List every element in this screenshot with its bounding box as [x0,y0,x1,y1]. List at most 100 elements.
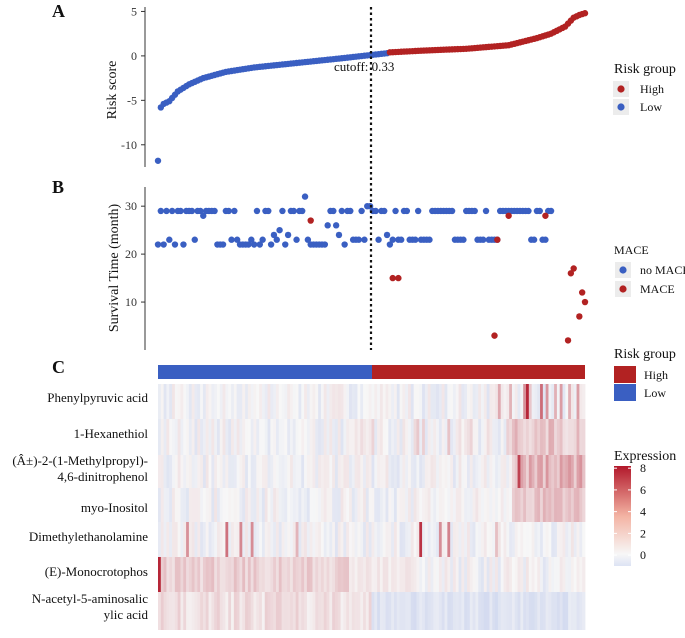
heatmap-cell [556,419,561,455]
heatmap-cell [278,592,283,630]
heatmap-cell [559,592,563,630]
survival-point-no-mace [372,207,379,215]
heatmap-cell [424,384,429,419]
survival-point-no-mace [361,236,368,243]
heatmap-cell [222,384,226,419]
survival-point-no-mace [180,241,187,248]
heatmap-cell [349,419,353,455]
heatmap-cell [486,419,490,455]
heatmap-cell [191,384,195,419]
heatmap-cell [208,557,212,592]
heatmap-cell [565,419,569,455]
heatmap-cell [489,522,493,557]
heatmap-cell [520,419,524,455]
heatmap-cell [281,488,285,522]
panel-b-letter: B [52,177,64,197]
heatmap-cell [320,522,325,557]
heatmap-cell [399,557,403,592]
heatmap-cell [419,419,423,455]
heatmap-cell [231,488,235,522]
heatmap-cell [222,455,226,488]
heatmap-cell [579,592,583,630]
heatmap-cell [511,384,516,419]
heatmap-cell [430,522,434,557]
heatmap-cell [222,488,226,522]
heatmap-cell [208,384,212,419]
heatmap-cell [200,522,204,557]
heatmap-cell [360,488,364,522]
heatmap-cell [278,455,283,488]
survival-point-no-mace [284,231,292,239]
heatmap-cell [270,488,274,522]
heatmap-cell [172,592,176,630]
heatmap-cell [573,384,577,419]
heatmap-cell [183,384,187,419]
heatmap-cell [225,419,229,455]
heatmap-cell [191,419,195,455]
row-label-acetylaminosalicylic-line1: N-acetyl-5-aminosalic [32,591,148,606]
colorbar-tick-label: 4 [640,505,646,519]
heatmap-cell [340,557,344,592]
heatmap-cell [548,419,552,455]
heatmap-cell [379,557,384,592]
heatmap-cell [191,522,195,557]
legend-a-low-dot [617,103,625,111]
heatmap-cell [520,455,524,488]
heatmap-cell [385,384,389,419]
heatmap-cell [441,455,445,488]
heatmap-cell [177,557,181,592]
heatmap-cell [461,488,465,522]
heatmap-cell [172,488,176,522]
heatmap-cell [239,488,243,522]
heatmap-cell [250,557,254,592]
heatmap-cell [163,488,167,522]
survival-point-no-mace [375,236,382,243]
heatmap-cell [242,557,246,592]
heatmap-cell [219,384,224,419]
heatmap-cell [503,522,507,557]
heatmap-cell [233,488,238,522]
heatmap-cell [275,488,280,522]
heatmap-cell [186,557,190,592]
heatmap-cell [334,557,339,592]
heatmap-cell [228,522,232,557]
survival-point-no-mace [290,207,297,215]
heatmap-cell [166,384,170,419]
heatmap-cell [402,592,406,630]
legend-b-no-mace-dot [619,266,627,274]
heatmap-cell [528,419,533,455]
survival-point-no-mace [250,241,258,248]
heatmap-cell [194,557,198,592]
heatmap-cell [261,419,266,455]
heatmap-cell [528,455,533,488]
heatmap-cell [273,592,277,630]
heatmap-cell [180,592,184,630]
heatmap-cell [177,592,181,630]
survival-point-no-mace [304,236,312,243]
heatmap-cell [469,522,474,557]
heatmap-cell [492,488,496,522]
y-tick-label: -10 [121,138,137,152]
heatmap-cell [158,488,162,522]
heatmap-cell [537,455,541,488]
survival-point-no-mace [321,241,329,248]
heatmap-cell [309,419,313,455]
heatmap-cell [382,592,386,630]
legend-a-low-label: Low [640,100,662,114]
heatmap-cell [158,419,162,455]
risk-score-point [581,10,589,17]
heatmap-cell [576,522,580,557]
heatmap-cell [495,592,499,630]
heatmap-cell [371,419,375,455]
heatmap-cell [497,384,502,419]
heatmap-cell [222,592,226,630]
heatmap-cell [188,488,193,522]
heatmap-cell [211,592,215,630]
heatmap-cell [554,592,558,630]
heatmap-cell [517,488,521,522]
survival-point-no-mace [448,207,456,215]
heatmap-cell [228,384,232,419]
heatmap-cell [514,419,518,455]
heatmap-cell [562,522,566,557]
heatmap-cell [245,557,249,592]
